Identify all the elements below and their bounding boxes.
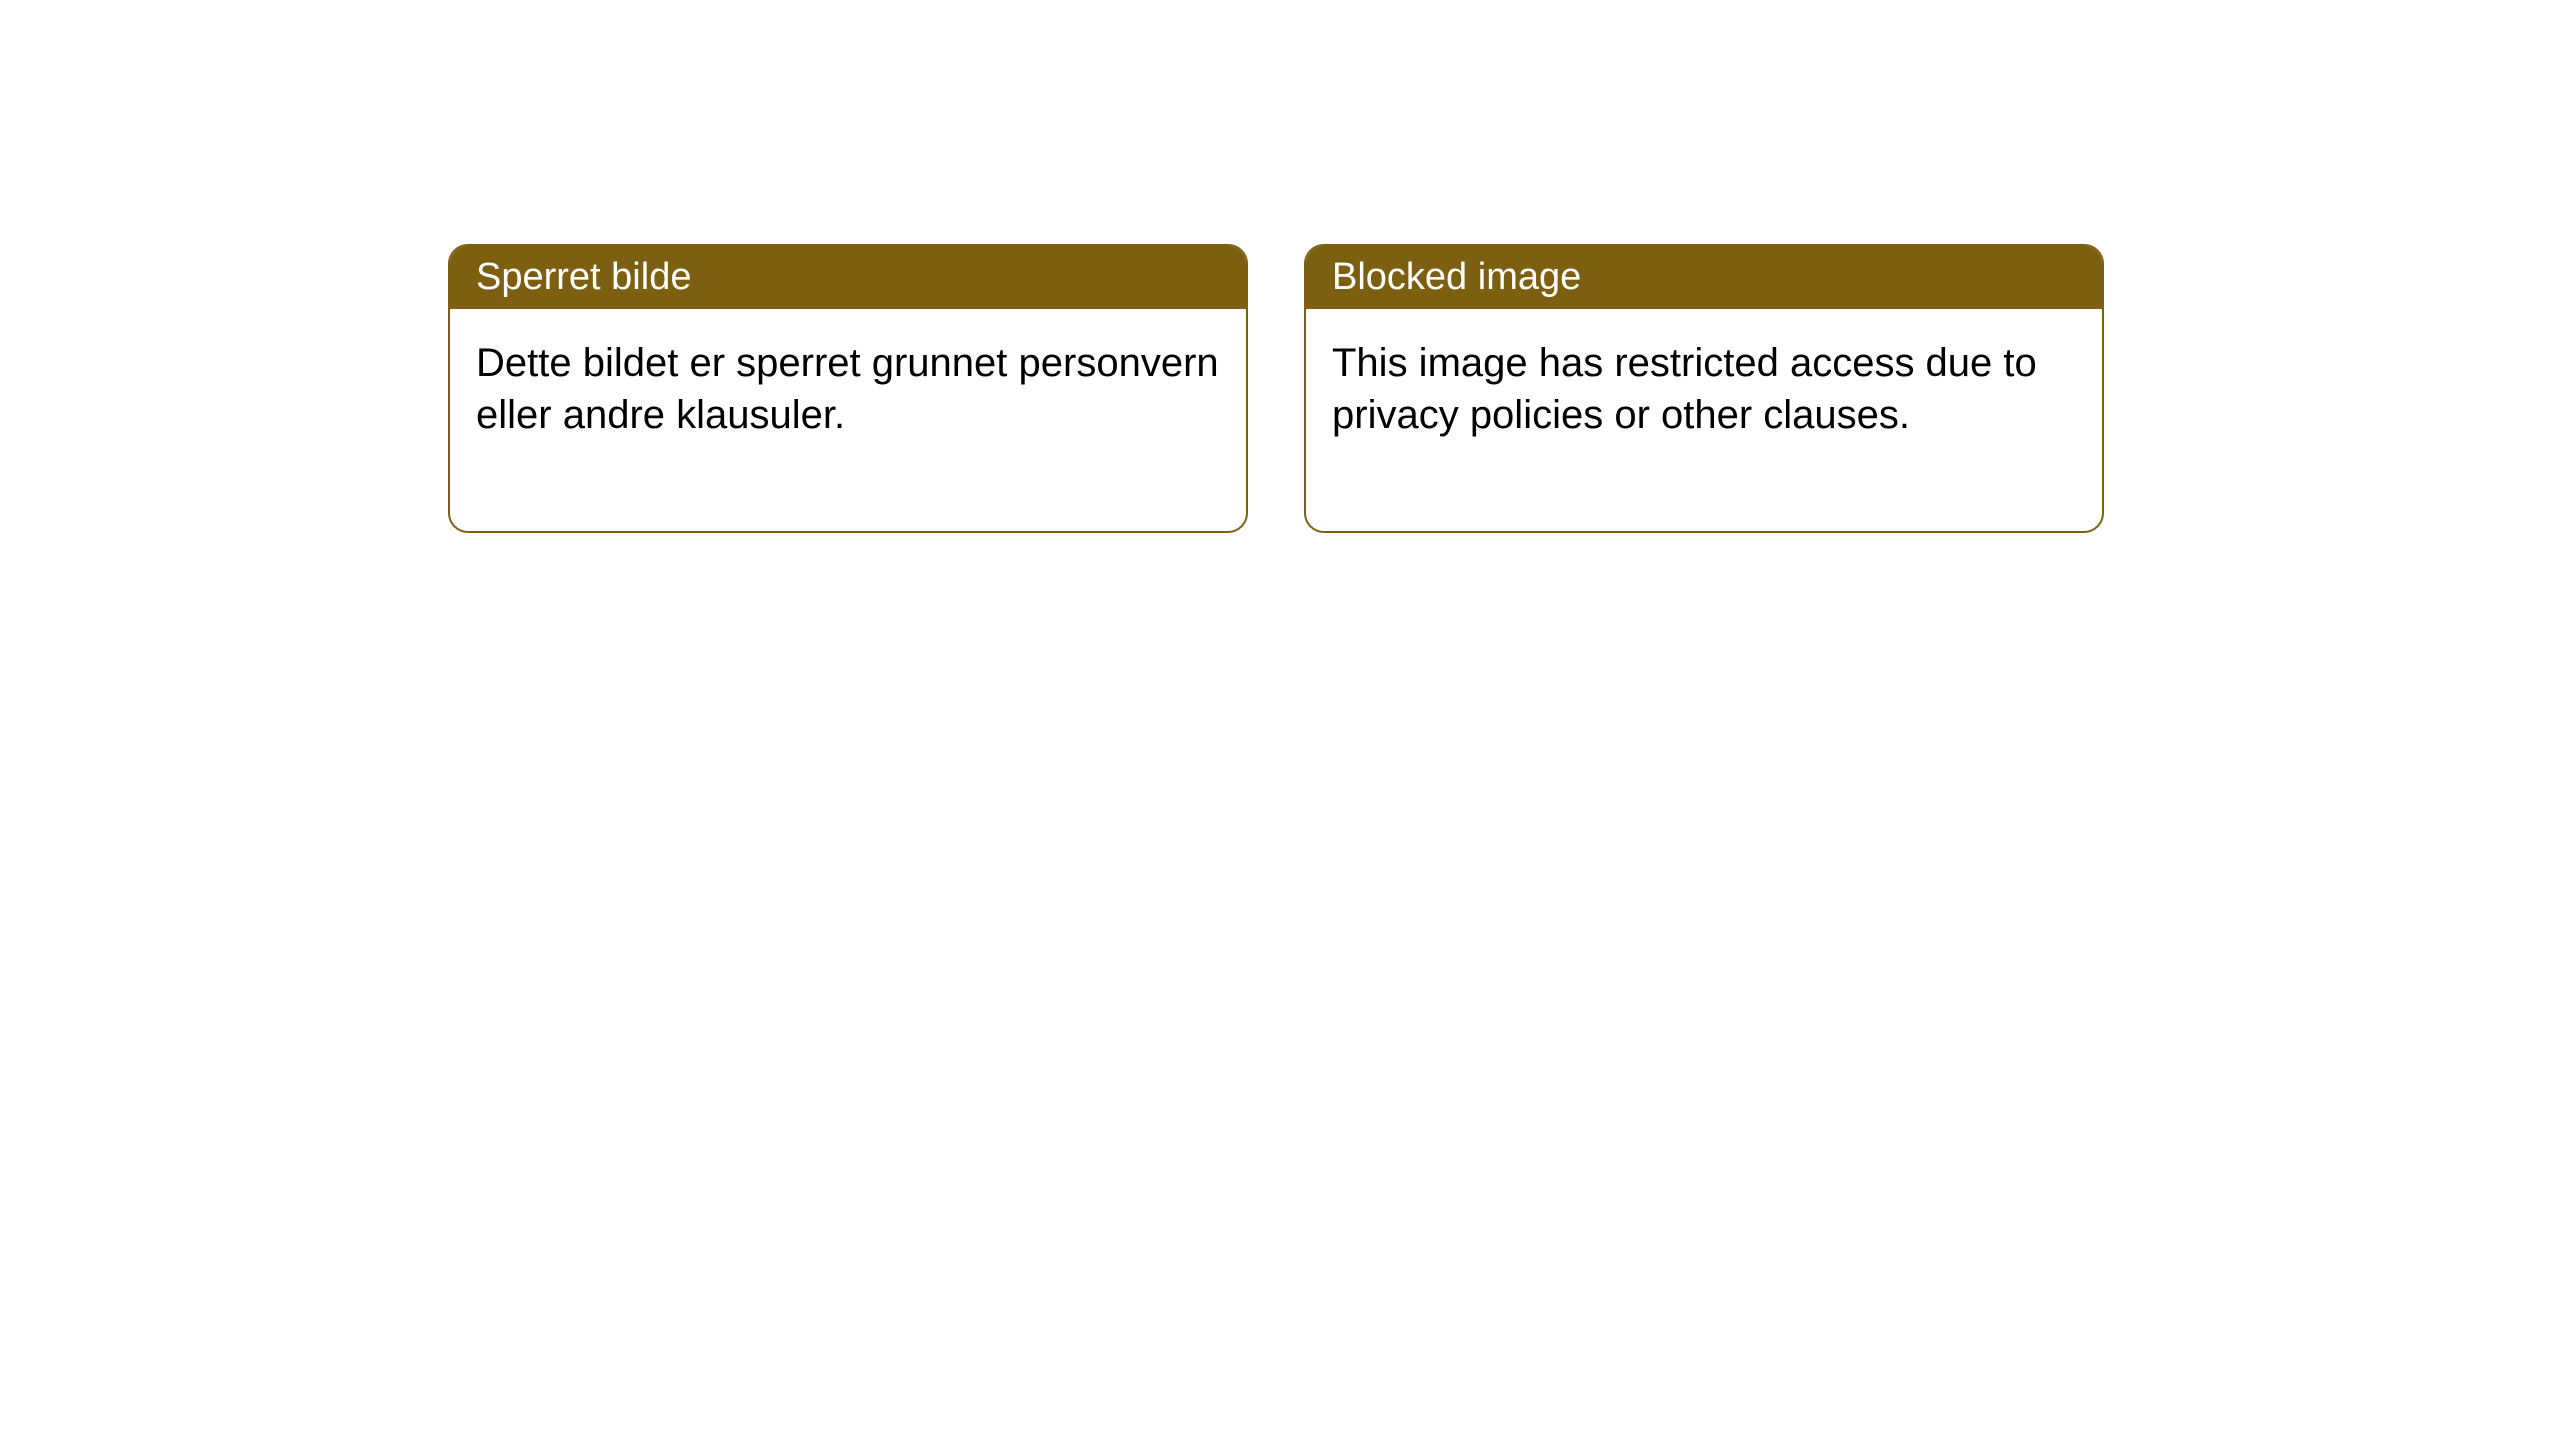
- card-title: Sperret bilde: [476, 256, 691, 298]
- card-body-english: This image has restricted access due to …: [1306, 309, 2102, 531]
- card-title: Blocked image: [1332, 256, 1581, 298]
- notice-cards-container: Sperret bilde Dette bildet er sperret gr…: [448, 244, 2104, 533]
- notice-card-english: Blocked image This image has restricted …: [1304, 244, 2104, 533]
- card-header-norwegian: Sperret bilde: [450, 246, 1246, 309]
- card-body-norwegian: Dette bildet er sperret grunnet personve…: [450, 309, 1246, 531]
- card-header-english: Blocked image: [1306, 246, 2102, 309]
- card-body-text: This image has restricted access due to …: [1332, 341, 2037, 437]
- notice-card-norwegian: Sperret bilde Dette bildet er sperret gr…: [448, 244, 1248, 533]
- card-body-text: Dette bildet er sperret grunnet personve…: [476, 341, 1219, 437]
